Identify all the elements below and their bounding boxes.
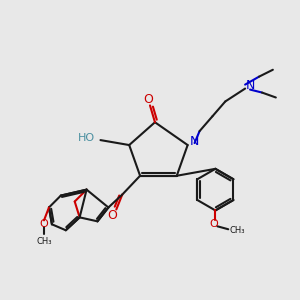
- Text: O: O: [107, 209, 117, 222]
- Text: O: O: [209, 219, 218, 229]
- Text: N: N: [190, 135, 199, 148]
- Text: CH₃: CH₃: [230, 226, 245, 235]
- Text: HO: HO: [77, 133, 94, 143]
- Text: O: O: [40, 219, 48, 229]
- Text: N: N: [245, 79, 255, 92]
- Text: CH₃: CH₃: [36, 237, 52, 246]
- Text: O: O: [143, 93, 153, 106]
